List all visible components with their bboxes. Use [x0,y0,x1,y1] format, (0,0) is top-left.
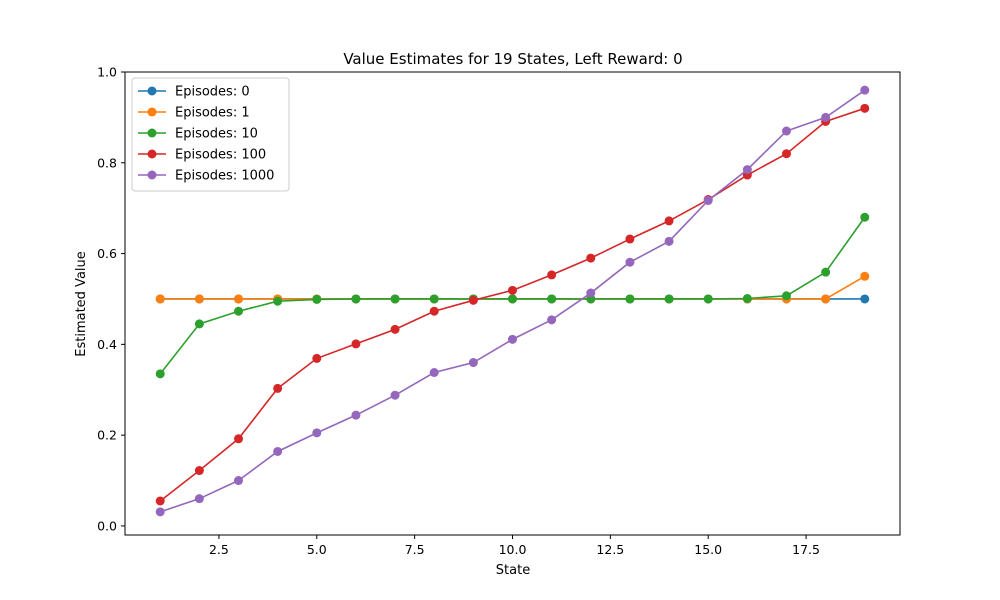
data-point [312,294,322,304]
data-point [781,149,791,159]
data-point [664,294,674,304]
x-tick-label: 12.5 [596,542,624,557]
data-point [586,288,596,298]
data-point [429,306,439,316]
data-point [860,271,870,281]
data-point [155,294,165,304]
y-tick-label: 0.0 [97,518,117,533]
legend-item: Episodes: 1000 [138,169,274,184]
series-4 [155,85,870,517]
legend-item: Episodes: 100 [138,148,266,163]
data-point [273,296,283,306]
data-point [194,294,204,304]
data-point [351,410,361,420]
y-tick-label: 1.0 [97,65,117,80]
data-point [390,294,400,304]
y-tick-label: 0.8 [97,155,117,170]
chart-title: Value Estimates for 19 States, Left Rewa… [343,50,682,68]
data-point [860,294,870,304]
series-layer [155,85,870,517]
legend-swatch-marker [147,107,157,117]
data-point [508,334,517,344]
y-tick-label: 0.2 [97,428,117,443]
data-point [860,212,870,222]
data-point [821,267,831,277]
data-point [664,216,674,226]
legend-swatch-marker [147,170,157,180]
x-tick-label: 7.5 [405,542,425,557]
x-tick-label: 2.5 [209,542,229,557]
data-point [468,295,478,305]
legend-swatch-marker [147,86,157,96]
x-axis: 2.5 5.0 7.5 10.0 12.5 15.0 17.5 [209,535,820,557]
data-point [821,112,831,122]
legend-label: Episodes: 100 [175,148,266,163]
data-point [742,165,752,175]
legend-swatch-marker [147,128,157,138]
data-point [155,369,165,379]
y-tick-label: 0.4 [97,337,117,352]
y-axis: 0.0 0.2 0.4 0.6 0.8 1.0 [97,65,125,533]
legend-label: Episodes: 10 [175,127,258,142]
x-tick-label: 15.0 [694,542,722,557]
series-2 [155,212,870,379]
data-point [703,294,713,304]
legend-box [131,77,290,192]
data-point [234,476,244,486]
data-point [429,367,439,377]
x-tick-label: 17.5 [792,542,820,557]
data-point [781,291,791,301]
data-point [860,85,870,95]
legend-label: Episodes: 0 [175,85,250,100]
legend-item: Episodes: 1 [138,106,250,121]
data-point [273,383,283,393]
data-point [781,126,791,136]
x-axis-label: State [496,563,530,578]
data-point [312,428,322,438]
data-point [155,507,165,517]
data-point [194,494,204,504]
data-point [234,294,244,304]
legend-label: Episodes: 1 [175,106,250,121]
legend-item: Episodes: 0 [138,85,250,100]
data-point [429,294,439,304]
data-point [508,294,517,304]
data-point [547,315,557,325]
data-point [273,446,283,456]
data-point [155,496,165,506]
data-point [625,257,635,267]
data-point [351,294,361,304]
x-tick-label: 10.0 [499,542,527,557]
y-tick-label: 0.6 [97,246,117,261]
data-point [390,390,400,400]
legend-swatch-marker [147,149,157,159]
data-point [625,234,635,244]
legend-label: Episodes: 1000 [175,169,274,184]
x-tick-label: 5.0 [307,542,327,557]
data-point [860,103,870,113]
data-point [468,358,478,368]
y-axis-label: Estimated Value [74,251,89,357]
plot-frame [124,71,901,536]
data-point [194,466,204,476]
data-point [821,294,831,304]
data-point [703,195,713,205]
data-point [194,319,204,329]
data-point [664,236,674,246]
data-point [390,324,400,334]
data-point [586,253,596,263]
data-point [625,294,635,304]
data-point [547,294,557,304]
data-point [234,306,244,316]
series-3 [155,103,870,506]
legend-item: Episodes: 10 [138,127,258,142]
data-point [742,294,752,304]
data-point [351,339,361,349]
data-point [312,353,322,363]
data-point [508,285,517,295]
legend: Episodes: 0 Episodes: 1 Episodes: 10 Episod… [131,77,290,192]
data-point [234,434,244,444]
data-point [547,270,557,280]
